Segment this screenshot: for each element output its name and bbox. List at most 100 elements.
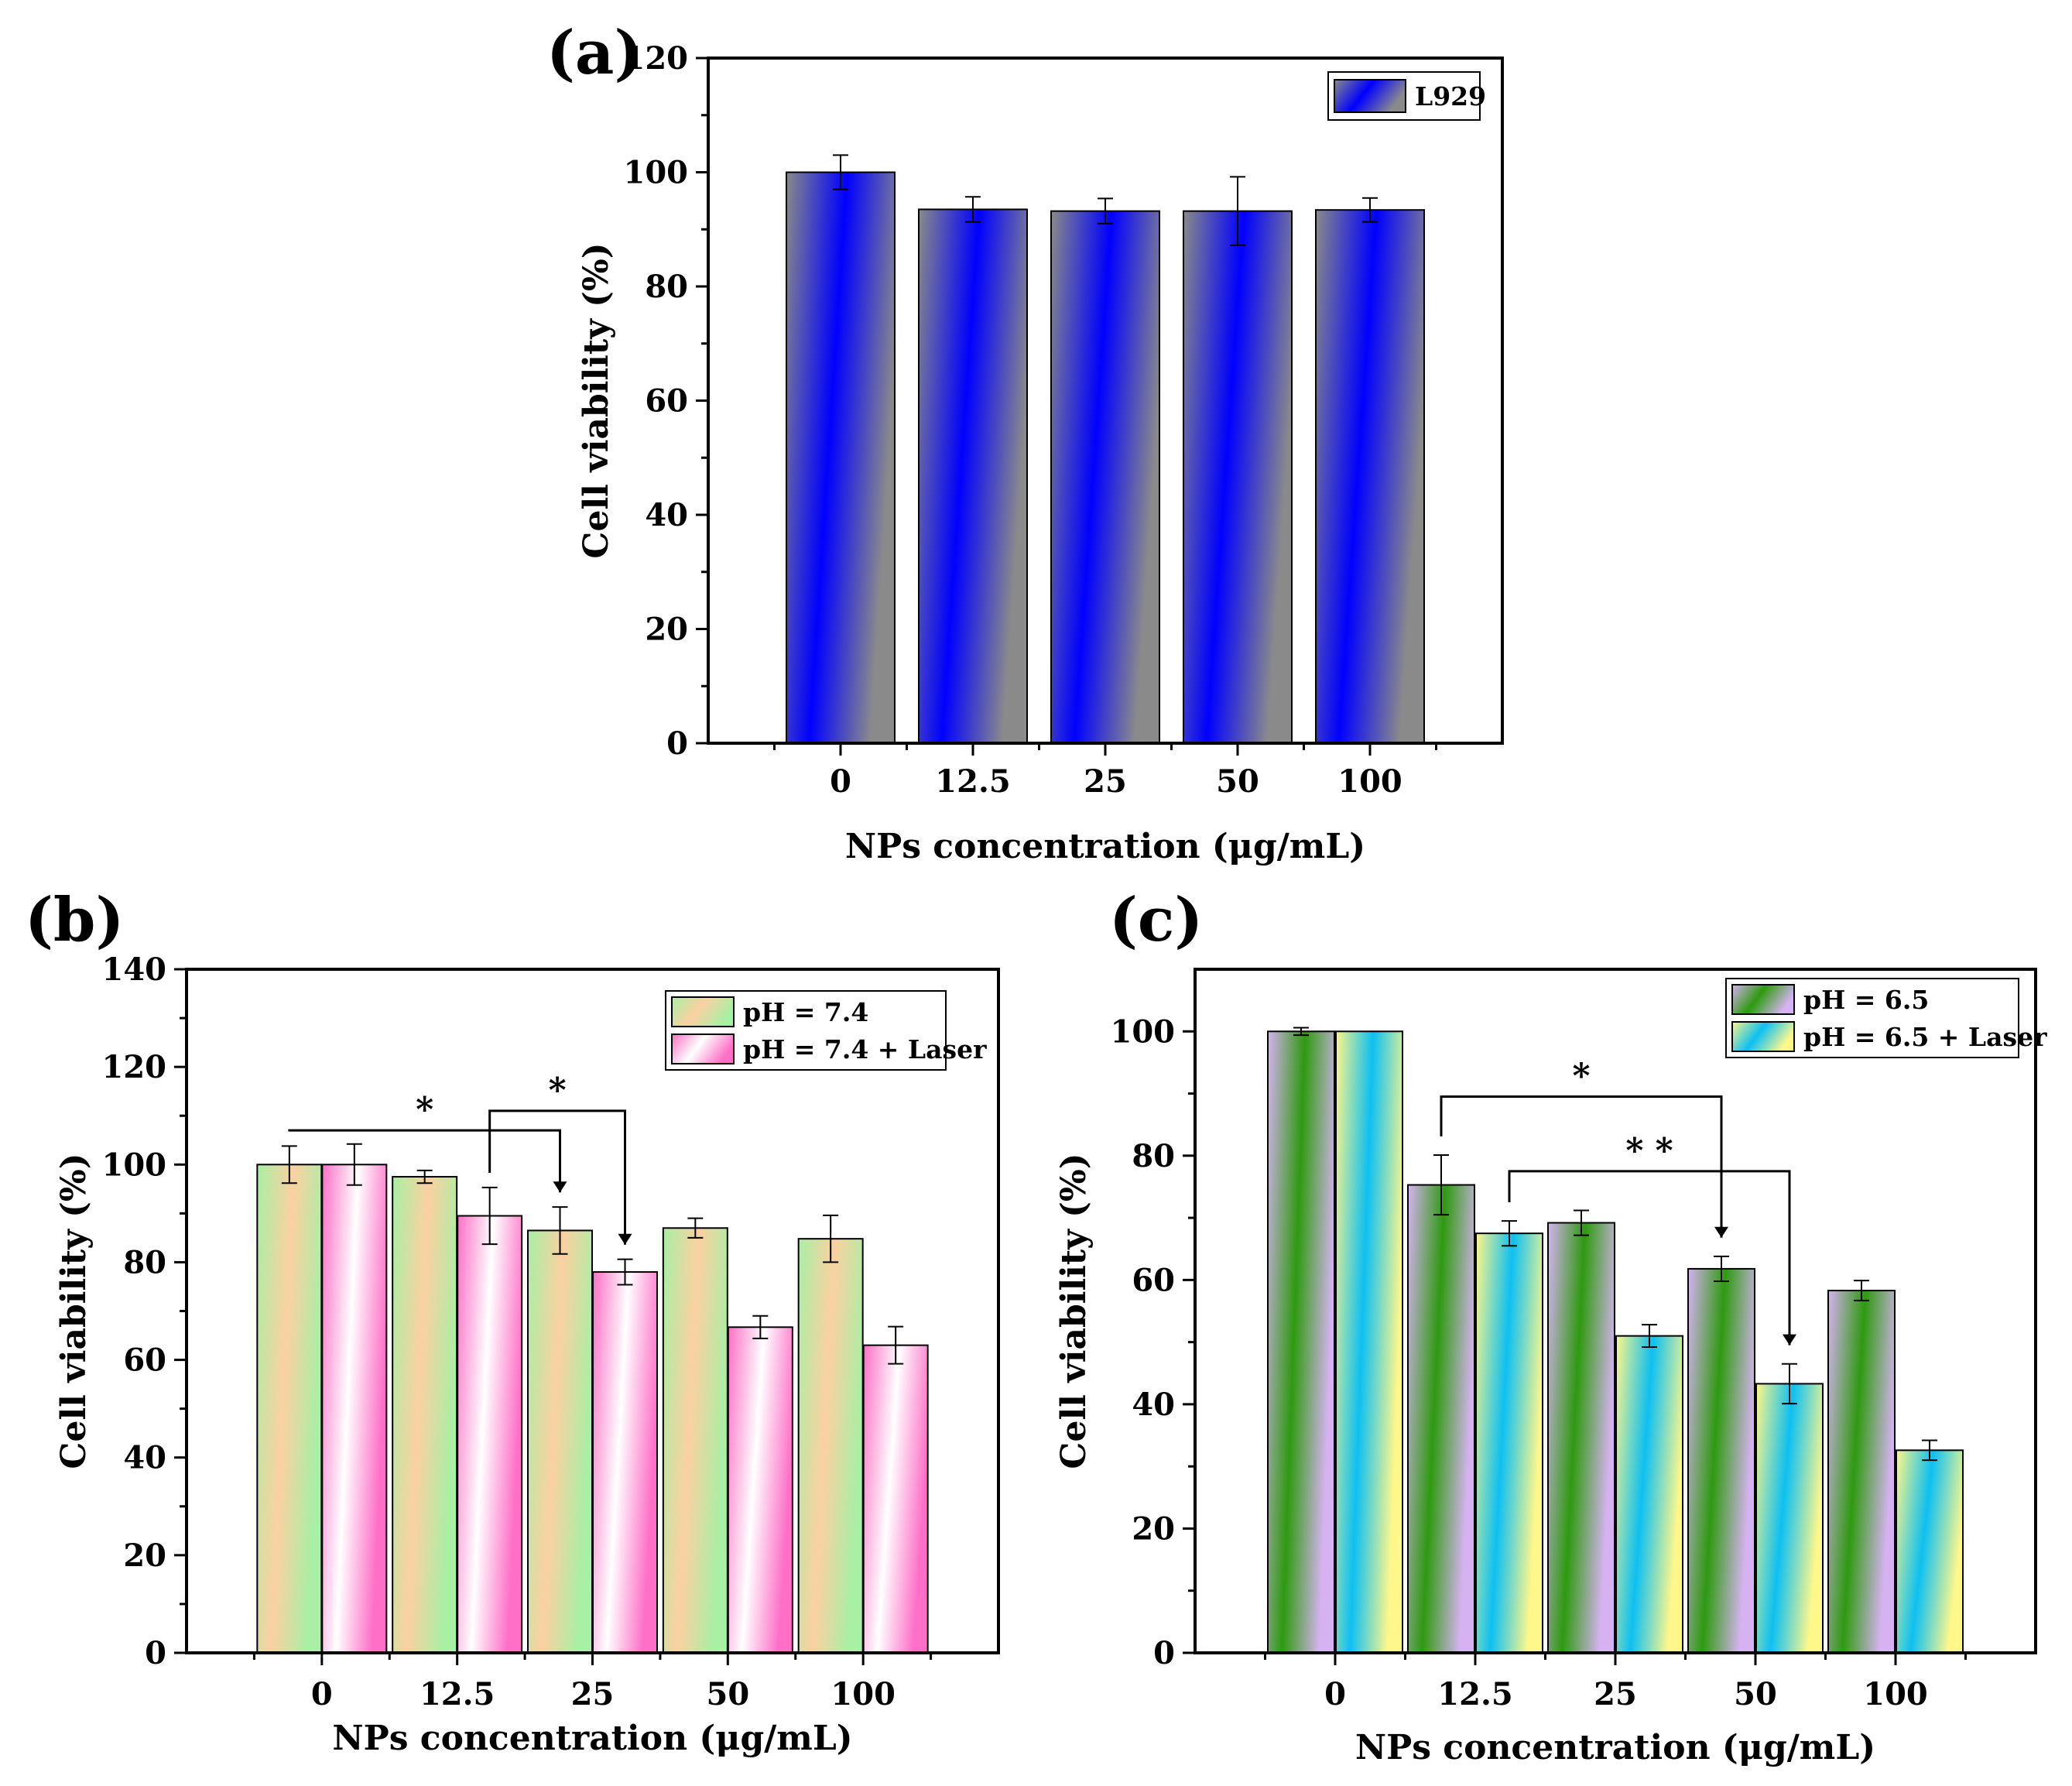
error-bar-a-0-3 <box>1230 176 1245 246</box>
error-bar-b-0-3 <box>687 1217 704 1239</box>
bar-b-1-2 <box>592 1271 658 1654</box>
error-bar-a-0-0 <box>833 154 848 190</box>
x-tick-label-c-3: 50 <box>1734 1676 1777 1712</box>
bar-a-0-4 <box>1315 209 1425 744</box>
panel-label-b: (b) <box>25 885 124 955</box>
bar-b-0-2 <box>527 1229 593 1654</box>
x-tick-label-a-1: 12.5 <box>935 763 1010 800</box>
x-tick-label-a-4: 100 <box>1337 763 1402 800</box>
y-tick-label-b-4: 80 <box>123 1244 166 1280</box>
legend-swatch-b-1 <box>671 1034 735 1064</box>
bar-b-1-0 <box>321 1164 388 1654</box>
legend-swatch-b-0 <box>671 996 735 1027</box>
bar-b-0-1 <box>392 1176 458 1654</box>
y-tick-label-a-5: 100 <box>624 155 689 191</box>
x-axis-title-a: NPs concentration (μg/mL) <box>845 827 1365 866</box>
significance-arrow-b-1 <box>618 1233 632 1245</box>
error-bar-c-1-4 <box>1922 1439 1937 1462</box>
x-tick-label-b-3: 50 <box>706 1676 749 1712</box>
error-bar-a-0-4 <box>1362 197 1378 223</box>
y-axis-title-c: Cell viability (%) <box>1054 1153 1094 1469</box>
bar-b-1-1 <box>457 1215 523 1654</box>
chart-c: (c) 0 20 40 60 80 100 0 12.5 25 50 100 NPs concentra… <box>1054 885 2047 1767</box>
error-bar-b-0-0 <box>281 1145 297 1184</box>
x-tick-label-b-4: 100 <box>831 1676 896 1712</box>
bar-a-0-1 <box>918 208 1028 744</box>
x-axis-title-c: NPs concentration (μg/mL) <box>1355 1728 1875 1767</box>
y-tick-label-a-1: 20 <box>645 612 688 648</box>
error-bar-b-0-1 <box>416 1169 433 1184</box>
x-tick-label-c-0: 0 <box>1324 1676 1346 1712</box>
error-bar-c-0-2 <box>1574 1209 1589 1236</box>
bar-c-0-3 <box>1687 1267 1755 1654</box>
y-tick-label-a-3: 60 <box>645 383 688 420</box>
y-tick-label-c-0: 0 <box>1153 1635 1175 1671</box>
bar-b-1-4 <box>862 1344 929 1654</box>
panel-label-a: (a) <box>546 18 642 88</box>
significance-label-b-1: * <box>549 1071 567 1110</box>
y-tick-label-a-2: 40 <box>645 497 688 533</box>
y-tick-label-c-1: 20 <box>1132 1510 1175 1547</box>
x-axis-title-b: NPs concentration (μg/mL) <box>332 1719 852 1758</box>
legend-swatch-c-0 <box>1731 984 1795 1015</box>
legend-label-a-0: L929 <box>1415 81 1486 111</box>
bar-c-1-3 <box>1755 1383 1824 1654</box>
bar-b-0-4 <box>797 1238 864 1654</box>
significance-arrow-b-0 <box>553 1181 567 1193</box>
significance-arrow-c-0 <box>1714 1226 1728 1238</box>
bar-c-0-1 <box>1407 1184 1475 1654</box>
bar-a-0-2 <box>1050 210 1160 744</box>
error-bar-b-1-4 <box>888 1325 904 1365</box>
x-tick-label-b-2: 25 <box>571 1676 615 1712</box>
legend-swatch-a-0 <box>1334 79 1406 113</box>
bar-c-0-2 <box>1547 1222 1615 1654</box>
y-axis-title-b: Cell viability (%) <box>54 1153 94 1469</box>
x-tick-label-a-2: 25 <box>1084 763 1127 800</box>
bar-c-1-4 <box>1896 1449 1964 1654</box>
x-tick-label-a-0: 0 <box>830 763 851 800</box>
error-bar-b-0-2 <box>552 1206 568 1255</box>
x-tick-label-c-1: 12.5 <box>1437 1676 1512 1712</box>
y-axis-title-a: Cell viability (%) <box>577 242 616 558</box>
significance-bracket-b-1 <box>488 1109 626 1245</box>
error-bar-b-0-4 <box>823 1214 839 1263</box>
significance-label-b-0: * <box>416 1090 433 1130</box>
error-bar-c-0-4 <box>1854 1280 1869 1301</box>
x-tick-label-b-1: 12.5 <box>420 1676 495 1712</box>
significance-label-c-1: * * <box>1625 1131 1673 1171</box>
y-tick-label-c-3: 60 <box>1132 1262 1175 1298</box>
y-tick-label-c-5: 100 <box>1111 1013 1176 1050</box>
bar-c-1-0 <box>1335 1030 1403 1654</box>
significance-bracket-c-0 <box>1440 1095 1723 1238</box>
error-bar-c-0-3 <box>1714 1255 1729 1282</box>
x-tick-label-c-4: 100 <box>1863 1676 1928 1712</box>
y-tick-label-a-6: 120 <box>624 40 689 77</box>
bar-b-0-0 <box>256 1164 323 1654</box>
y-tick-label-b-0: 0 <box>145 1635 166 1671</box>
error-bar-b-1-2 <box>617 1258 633 1286</box>
y-tick-label-b-2: 40 <box>123 1440 166 1476</box>
significance-bracket-c-1 <box>1508 1170 1791 1345</box>
y-tick-label-a-0: 0 <box>666 725 688 762</box>
legend-swatch-c-1 <box>1731 1021 1795 1052</box>
error-bar-b-1-0 <box>346 1143 362 1186</box>
bar-c-1-2 <box>1615 1335 1683 1654</box>
y-tick-label-c-2: 40 <box>1132 1387 1175 1423</box>
error-bar-c-0-0 <box>1293 1027 1309 1037</box>
legend-label-c-1: pH = 6.5 + Laser <box>1803 1022 2047 1052</box>
bar-b-1-3 <box>727 1326 793 1654</box>
error-bar-c-1-1 <box>1502 1220 1517 1247</box>
bar-c-0-4 <box>1827 1290 1896 1654</box>
y-tick-label-b-5: 100 <box>102 1147 167 1183</box>
bar-a-0-0 <box>786 171 896 744</box>
legend-label-b-1: pH = 7.4 + Laser <box>743 1034 987 1064</box>
error-bar-c-1-2 <box>1642 1324 1657 1349</box>
bar-c-0-0 <box>1267 1030 1335 1654</box>
x-tick-label-b-0: 0 <box>311 1676 333 1712</box>
y-tick-label-c-4: 80 <box>1132 1138 1175 1174</box>
significance-bracket-b-0 <box>288 1129 561 1193</box>
error-bar-b-1-1 <box>481 1186 498 1246</box>
significance-arrow-c-1 <box>1783 1334 1796 1345</box>
y-tick-label-b-7: 140 <box>102 951 167 988</box>
